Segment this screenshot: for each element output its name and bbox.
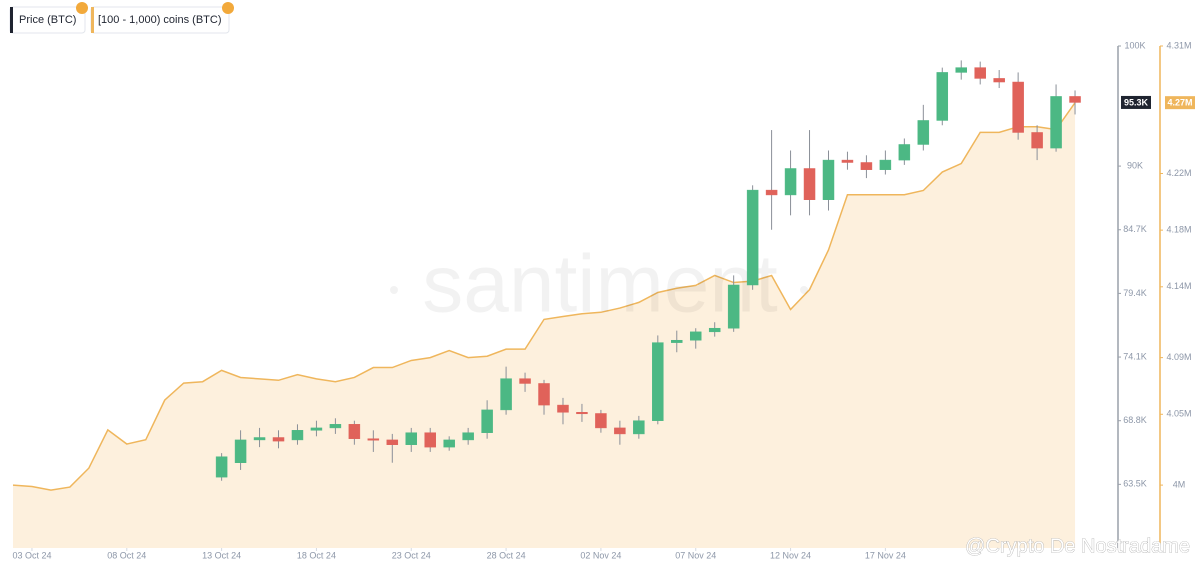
axes: 03 Oct 24 08 Oct 24 13 Oct 24 18 Oct 24 23 O… [12,40,1195,560]
current-label: 95.3K [1124,97,1149,107]
candle-body [898,144,911,161]
candle-body [443,439,455,448]
candle-body [1012,81,1024,133]
y-tick-label: 90K [1127,160,1143,170]
legend-swatch [10,7,13,33]
watermark: santiment [390,239,808,330]
candle-body [879,159,892,170]
y-tick-label: 84.7K [1123,224,1147,234]
candle-body [500,378,512,411]
candle-body [253,437,266,441]
candle-body [386,439,399,445]
candle-body [993,78,1005,83]
candle-body [291,430,304,441]
y-tick-label: 63.5K [1123,479,1147,489]
candle-body [936,72,949,121]
y-tick-label: 79.4K [1123,288,1147,298]
x-tick-label: 07 Nov 24 [675,550,716,560]
candle-body [348,424,361,439]
candle-body [803,168,816,200]
y2-tick-label: 4.18M [1166,225,1191,235]
y2-tick-label: 4.31M [1166,40,1191,50]
candle-body [1050,96,1062,149]
candle-body [519,378,531,384]
candle-body [822,159,835,200]
candle-body [784,168,797,196]
overlay-text: @Crypto De Nostradame [965,535,1190,557]
y2-tick-label: 4.22M [1166,168,1191,178]
legend-label: Price (BTC) [19,14,76,26]
x-tick-label: 17 Nov 24 [865,550,906,560]
candle-body [424,432,436,448]
candle-body [614,427,626,435]
candle-body [576,412,588,415]
y-tick-label: 100K [1124,40,1145,50]
candle-body [708,327,721,333]
candle-body [1031,132,1043,149]
candle-body [974,67,986,79]
x-tick-label: 03 Oct 24 [12,550,51,560]
candle-body [841,159,854,163]
candle-body [405,432,418,445]
candle-body [367,438,380,441]
legend-label: [100 - 1,000) coins (BTC) [98,14,222,26]
legend-swatch [91,7,94,33]
btc-icon [76,2,88,14]
x-tick-label: 12 Nov 24 [770,550,811,560]
candle-layer [215,60,1081,481]
candle-body [462,432,474,441]
candle-body [557,404,569,413]
candle-body [746,189,759,286]
x-tick-label: 23 Oct 24 [392,550,431,560]
candle-body [329,424,342,429]
y2-tick-label: 4.14M [1166,281,1191,291]
current-label: 4.27M [1167,98,1192,108]
candle-body [215,456,228,478]
candle-body [689,331,702,341]
candle-body [595,413,607,429]
btc-icon [222,2,234,14]
candle-body [272,437,285,442]
y-tick-label: 68.8K [1123,415,1147,425]
x-tick-label: 08 Oct 24 [107,550,146,560]
candle-body [860,162,873,170]
x-tick-label: 18 Oct 24 [297,550,336,560]
candle-body [671,339,683,343]
candle-body [481,409,493,433]
watermark-text: santiment [422,239,778,330]
legend: Price (BTC) [100 - 1,000) coins (BTC) [9,2,234,34]
candle-body [1069,96,1081,103]
y2-tick-label: 4M [1173,479,1186,489]
candle-body [538,383,550,406]
y2-tick-label: 4.09M [1166,352,1191,362]
area-line [12,102,1076,491]
x-tick-label: 13 Oct 24 [202,550,241,560]
candle-body [234,439,247,463]
y-tick-label: 74.1K [1123,351,1147,361]
candle-body [652,342,664,421]
candle-body [765,189,778,196]
candle-body [727,284,740,329]
candle-body [955,67,967,73]
current-badge [1121,95,1151,109]
candle-body [633,420,645,435]
y2-tick-label: 4.05M [1166,409,1191,419]
current-badge [1165,96,1195,110]
candle-body [917,120,930,145]
x-tick-label: 02 Nov 24 [580,550,621,560]
candle-body [310,427,323,431]
x-tick-label: 28 Oct 24 [487,550,526,560]
